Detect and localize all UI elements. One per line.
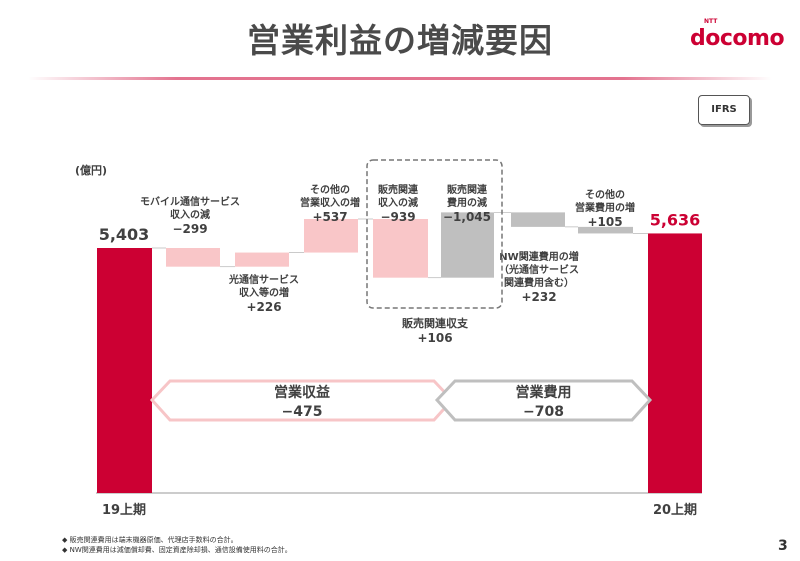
step-4-value: −939 — [380, 210, 415, 224]
sales-box-value: +106 — [417, 331, 452, 345]
bar-end — [648, 233, 702, 493]
bar-step-4 — [373, 219, 428, 278]
bar-start — [97, 248, 152, 493]
step-1-text-line-1: 収入の減 — [170, 208, 210, 221]
step-2-text-line-0: 光通信サービス — [228, 273, 299, 286]
end-axis-label: 20上期 — [653, 503, 697, 518]
start-value-label: 5,403 — [99, 225, 150, 244]
step-4-text-line-1: 収入の減 — [378, 196, 418, 209]
bar-step-2 — [235, 252, 289, 267]
step-7-text-line-0: その他の — [585, 188, 625, 201]
step-5-text-line-1: 費用の減 — [447, 196, 487, 209]
sales-box-label: 販売関連収支 — [402, 316, 469, 330]
logo-word: docomo — [690, 26, 785, 51]
sales-related-box — [366, 159, 503, 309]
bar-step-7 — [578, 226, 633, 234]
footnotes: 販売関連費用は端末機器原価、代理店手数料の合計。 NW関連費用は減価償却費、固定… — [62, 535, 292, 555]
bar-step-5 — [441, 212, 494, 278]
title-divider — [28, 77, 772, 80]
bar-step-6 — [511, 212, 565, 227]
step-1-text-line-0: モバイル通信サービス — [140, 195, 240, 208]
step-1-value: −299 — [172, 222, 207, 236]
summary-1-value: −475 — [282, 404, 323, 420]
summary-1-label: 営業収益 — [274, 384, 330, 401]
step-5-text-line-0: 販売関連 — [447, 183, 488, 196]
step-2-text-line-1: 収入等の増 — [239, 286, 289, 299]
end-value-label: 5,636 — [650, 210, 701, 229]
step-3-text-line-0: その他の — [310, 183, 350, 196]
step-6-text-line-2: 関連費用含む） — [504, 276, 574, 289]
step-6-text-line-0: NW関連費用の増 — [499, 250, 578, 263]
bar-step-1 — [166, 248, 220, 267]
step-6-text-line-1: （光通信サービス — [499, 263, 579, 276]
step-4-text-line-0: 販売関連 — [378, 183, 419, 196]
ifrs-badge: IFRS — [698, 95, 750, 125]
step-2-value: +226 — [246, 300, 281, 314]
step-6-value: +232 — [521, 290, 556, 304]
summary-hexagon-2 — [434, 379, 653, 422]
summary-2-value: −708 — [523, 404, 564, 420]
bar-step-3 — [304, 219, 358, 253]
footnote-2: NW関連費用は減価償却費、固定資産除却損、通信設備使用料の合計。 — [62, 545, 292, 555]
step-7-value: +105 — [587, 215, 622, 229]
footnote-1: 販売関連費用は端末機器原価、代理店手数料の合計。 — [62, 535, 292, 545]
page-title: 営業利益の増減要因 — [247, 21, 553, 60]
logo-ntt-text: NTT — [704, 18, 718, 25]
step-3-text-line-1: 営業収入の増 — [300, 196, 360, 209]
step-7-text-line-1: 営業費用の増 — [575, 201, 635, 214]
unit-label: (億円) — [75, 163, 107, 177]
docomo-logo: NTT docomo — [690, 18, 785, 51]
step-3-value: +537 — [312, 210, 347, 224]
summary-2-label: 営業費用 — [516, 384, 572, 401]
step-5-value: −1,045 — [443, 210, 491, 224]
start-axis-label: 19上期 — [102, 503, 146, 518]
page-number: 3 — [778, 538, 788, 554]
